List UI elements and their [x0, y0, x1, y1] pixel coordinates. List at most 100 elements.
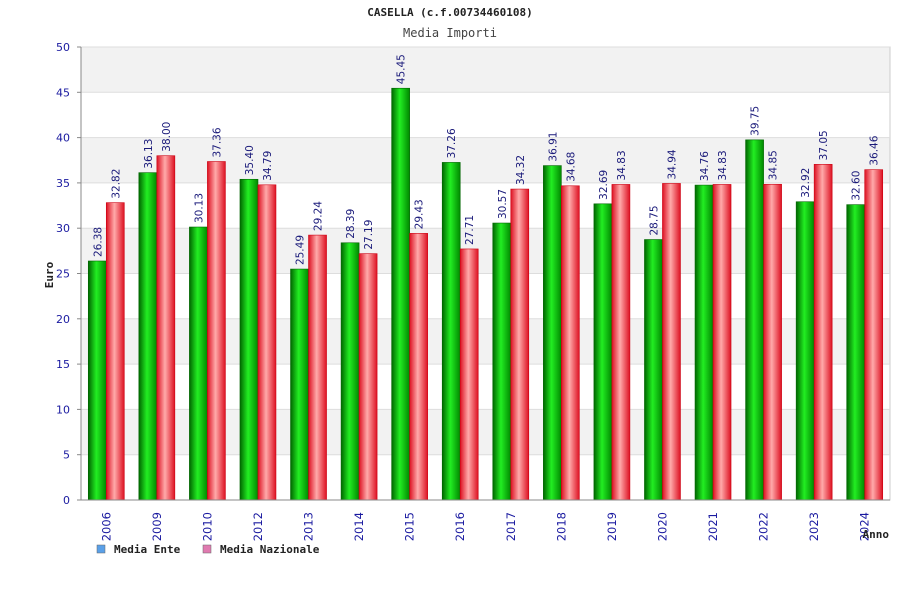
value-label: 34.83	[717, 150, 729, 180]
x-tick-label: 2017	[504, 512, 518, 541]
bar-nazionale	[409, 233, 428, 501]
bar-ente	[87, 260, 107, 501]
y-tick-label: 50	[56, 41, 70, 54]
y-tick-label: 15	[56, 358, 70, 371]
bar-nazionale	[763, 183, 782, 501]
value-label: 34.32	[515, 155, 527, 185]
x-tick-label: 2020	[655, 512, 669, 541]
x-tick-label: 2019	[605, 512, 619, 541]
plot-band	[81, 47, 890, 93]
value-label: 34.68	[565, 152, 577, 182]
x-tick-label: 2018	[554, 512, 568, 541]
value-label: 27.71	[464, 215, 476, 245]
bar-ente	[441, 162, 461, 501]
value-label: 30.13	[193, 193, 205, 223]
y-tick-label: 5	[63, 449, 70, 462]
x-tick-label: 2021	[706, 512, 720, 541]
value-label: 32.69	[598, 170, 610, 200]
bar-nazionale	[510, 188, 530, 501]
bar-nazionale	[864, 169, 884, 501]
value-label: 29.43	[414, 199, 426, 229]
bar-ente	[189, 226, 208, 501]
value-label: 36.13	[143, 139, 155, 169]
value-label: 32.82	[110, 169, 122, 199]
x-axis-label: Anno	[863, 528, 890, 541]
value-label: 28.39	[345, 209, 357, 239]
bar-ente	[846, 204, 866, 501]
bar-nazionale	[611, 184, 631, 501]
bar-ente	[391, 87, 410, 501]
value-label: 37.05	[818, 130, 830, 160]
y-tick-label: 20	[56, 313, 70, 326]
value-label: 34.94	[666, 149, 678, 179]
y-tick-label: 30	[56, 222, 70, 235]
x-tick-label: 2022	[757, 512, 771, 541]
bar-ente	[138, 172, 158, 501]
value-label: 26.38	[92, 227, 104, 257]
value-label: 32.60	[851, 171, 863, 201]
legend-label-ente: Media Ente	[114, 543, 181, 556]
bar-nazionale	[105, 202, 125, 501]
value-label: 39.75	[750, 106, 762, 136]
bar-nazionale	[207, 161, 226, 501]
value-label: 36.91	[547, 132, 559, 162]
bar-nazionale	[459, 248, 479, 501]
x-tick-label: 2024	[858, 512, 872, 541]
value-label: 28.75	[648, 205, 660, 235]
chart-title: CASELLA (c.f.00734460108)	[367, 6, 533, 19]
legend-swatch-ente	[96, 544, 106, 554]
value-label: 34.79	[262, 151, 274, 181]
y-tick-label: 35	[56, 177, 70, 190]
bar-ente	[239, 178, 259, 501]
y-tick-label: 40	[56, 132, 70, 145]
bar-ente	[340, 242, 360, 501]
x-tick-label: 2012	[251, 512, 265, 541]
bar-nazionale	[712, 184, 732, 501]
x-tick-label: 2010	[200, 512, 214, 541]
bar-nazionale	[813, 164, 833, 501]
value-label: 36.46	[869, 135, 881, 165]
value-label: 27.19	[363, 220, 375, 250]
x-tick-label: 2009	[150, 512, 164, 541]
bar-nazionale	[308, 234, 327, 501]
plot-band	[81, 92, 890, 138]
value-label: 34.85	[768, 150, 780, 180]
x-tick-label: 2013	[302, 512, 316, 541]
x-tick-label: 2014	[352, 512, 366, 541]
bar-nazionale	[561, 185, 580, 501]
bar-nazionale	[662, 183, 681, 501]
bar-ente	[745, 139, 764, 501]
y-tick-label: 10	[56, 403, 70, 416]
x-tick-label: 2015	[403, 512, 417, 541]
value-label: 30.57	[497, 189, 509, 219]
bar-ente	[644, 239, 663, 501]
bar-nazionale	[156, 155, 176, 501]
bar-nazionale	[358, 253, 378, 501]
value-label: 25.49	[295, 235, 307, 265]
chart-subtitle: Media Importi	[403, 26, 497, 40]
y-tick-label: 45	[56, 86, 70, 99]
legend-swatch-nazionale	[202, 544, 212, 554]
bar-nazionale	[257, 184, 277, 501]
bar-ente	[290, 268, 309, 501]
value-label: 32.92	[800, 168, 812, 198]
bar-ente	[795, 201, 815, 501]
y-axis-label: Euro	[43, 261, 56, 288]
x-tick-label: 2023	[807, 512, 821, 541]
x-tick-label: 2016	[453, 512, 467, 541]
legend: Media Ente Media Nazionale	[96, 543, 320, 556]
value-label: 45.45	[396, 54, 408, 84]
bar-ente	[543, 165, 562, 501]
x-axis: 2006 2009 2010 2012 2013 2014 2015 2016 2017 2018…	[81, 499, 890, 541]
legend-label-nazionale: Media Nazionale	[220, 543, 320, 556]
x-tick-label: 2006	[99, 512, 113, 541]
value-label: 29.24	[313, 201, 325, 231]
bar-ente	[492, 222, 512, 501]
y-tick-label: 0	[63, 494, 70, 507]
value-label: 37.26	[446, 128, 458, 158]
bar-ente	[593, 203, 613, 501]
y-tick-label: 25	[56, 268, 70, 281]
y-axis: 0 5 10 15 20 25 30 35 40 45 50	[56, 41, 82, 507]
